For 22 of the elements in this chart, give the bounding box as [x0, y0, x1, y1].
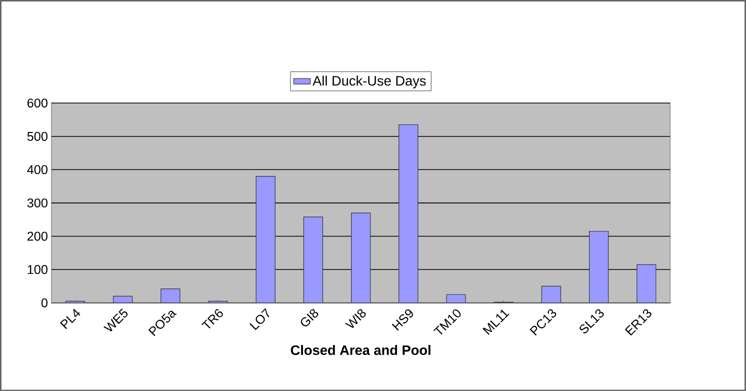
y-tick-label: 0: [41, 298, 48, 308]
bar: [589, 230, 609, 303]
x-tick-label: GI8: [300, 309, 318, 326]
y-tick-label: 600: [27, 98, 48, 108]
bar: [636, 264, 656, 303]
bar: [541, 286, 562, 303]
bar: [351, 212, 371, 303]
y-tick-label: 200: [27, 232, 48, 241]
bar: [160, 288, 180, 303]
x-tick-label: WI8: [345, 309, 366, 328]
legend-label: All Duck-Use Days: [312, 76, 426, 88]
y-tick-label: 100: [28, 264, 48, 274]
x-tick-label: HS9: [392, 309, 413, 331]
y-tick-label: 400: [27, 165, 48, 174]
x-axis-title: Closed Area and Pool: [290, 344, 430, 355]
bar: [256, 176, 276, 303]
x-tick-label: TR6: [201, 309, 223, 328]
x-tick-label: PL4: [60, 308, 80, 329]
bar: [398, 124, 418, 303]
y-tick-label: 300: [27, 198, 48, 208]
y-tick-label: 500: [27, 132, 48, 141]
bar: [303, 216, 324, 303]
